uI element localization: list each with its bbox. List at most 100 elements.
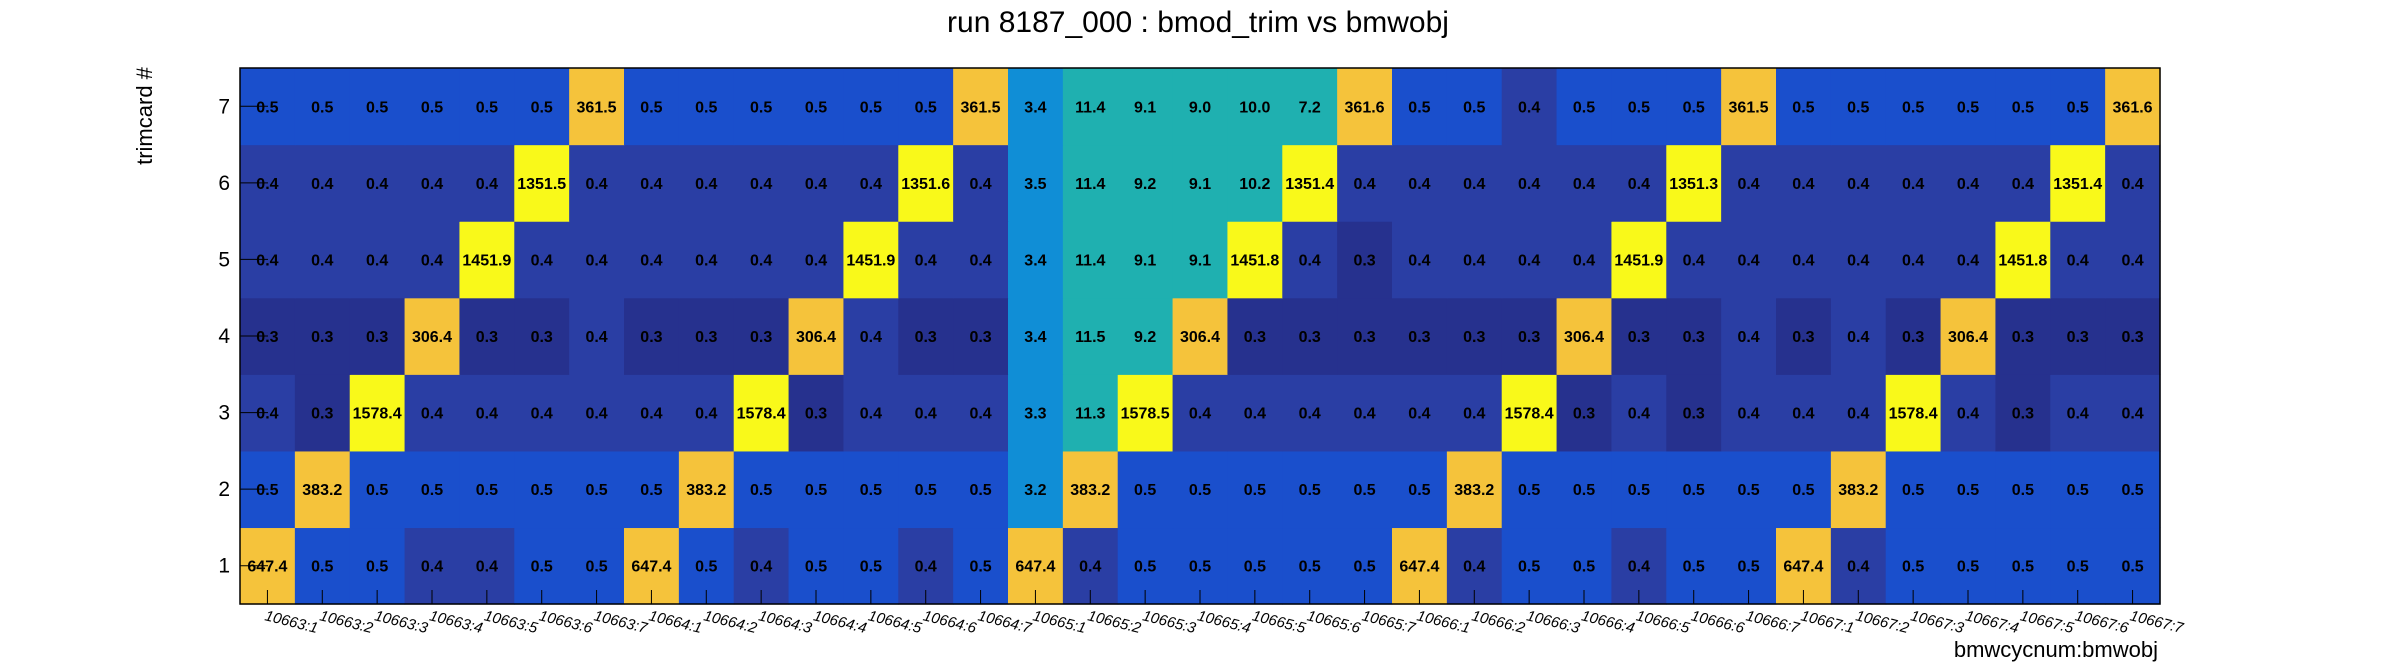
cell-value-label: 10.2 [1239, 176, 1270, 193]
heatmap-cell [2050, 374, 2106, 452]
cell-value-label: 0.4 [1737, 252, 1759, 269]
cell-value-label: 383.2 [1454, 482, 1494, 499]
heatmap-cell [404, 450, 461, 529]
cell-value-label: 3.3 [1024, 406, 1046, 423]
cell-value-label: 647.4 [1399, 559, 1439, 576]
cell-value-label: 0.4 [1463, 559, 1485, 576]
cell-value-label: 0.4 [256, 406, 278, 423]
heatmap-cell [1721, 297, 1777, 375]
cell-value-label: 0.4 [1902, 176, 1924, 193]
heatmap-cell [1995, 297, 2051, 375]
heatmap-cell [349, 374, 406, 452]
cell-value-label: 0.4 [860, 329, 882, 346]
cell-value-label: 647.4 [1783, 559, 1823, 576]
cell-value-label: 0.4 [256, 176, 278, 193]
cell-value-label: 0.5 [969, 482, 991, 499]
cell-value-label: 0.4 [1408, 176, 1430, 193]
cell-value-label: 0.4 [421, 176, 443, 193]
heatmap-cell [349, 68, 406, 146]
cell-value-label: 0.4 [311, 176, 333, 193]
x-tick-label: 10663:1 [263, 607, 320, 637]
heatmap-cell [1282, 450, 1338, 529]
cell-value-label: 0.5 [1628, 482, 1650, 499]
heatmap-cell [404, 297, 461, 375]
cell-value-label: 0.5 [1353, 559, 1375, 576]
cell-value-label: 0.3 [256, 329, 278, 346]
cell-value-label: 3.5 [1024, 176, 1046, 193]
cell-value-label: 0.4 [1737, 176, 1759, 193]
heatmap-cell [349, 297, 406, 375]
heatmap-cell [459, 221, 515, 299]
cell-value-label: 0.4 [585, 252, 607, 269]
cell-value-label: 0.4 [1353, 406, 1375, 423]
x-tick-label: 10664:6 [921, 607, 978, 637]
cell-value-label: 0.3 [805, 406, 827, 423]
cell-value-label: 1451.8 [1998, 252, 2047, 269]
cell-value-label: 0.4 [805, 176, 827, 193]
heatmap-cell [733, 297, 790, 375]
cell-value-label: 306.4 [1564, 329, 1604, 346]
heatmap-cell [1117, 144, 1174, 222]
cell-value-label: 3.2 [1024, 482, 1046, 499]
heatmap-cell [294, 450, 351, 529]
heatmap-cell [1830, 221, 1887, 299]
cell-value-label: 0.4 [1847, 406, 1869, 423]
cell-value-label: 9.1 [1134, 252, 1156, 269]
cell-value-label: 0.5 [2067, 559, 2089, 576]
cell-value-label: 0.4 [1518, 99, 1540, 116]
cell-value-label: 11.5 [1075, 329, 1105, 346]
cell-value-label: 9.1 [1189, 252, 1211, 269]
cell-value-label: 0.5 [1408, 482, 1430, 499]
cell-value-label: 1578.4 [1505, 406, 1554, 423]
cell-value-label: 0.3 [1353, 252, 1375, 269]
heatmap-cell [459, 144, 515, 222]
x-tick-label: 10664:2 [702, 607, 759, 637]
cell-value-label: 0.5 [476, 99, 498, 116]
y-tick-label: 6 [218, 172, 230, 195]
heatmap-cell [733, 68, 790, 146]
cell-value-label: 0.4 [1957, 252, 1979, 269]
cell-value-label: 0.5 [1902, 559, 1924, 576]
heatmap-cell [1062, 221, 1119, 299]
heatmap-cell [514, 374, 570, 452]
cell-value-label: 0.4 [640, 406, 662, 423]
heatmap-cell [569, 144, 625, 222]
heatmap-cell [1008, 68, 1064, 146]
heatmap-cell [1611, 144, 1667, 222]
heatmap-cell [678, 450, 735, 529]
heatmap-cell [1337, 144, 1393, 222]
cell-value-label: 1451.9 [1614, 252, 1663, 269]
cell-value-label: 10.0 [1239, 99, 1270, 116]
cell-value-label: 0.4 [1628, 559, 1650, 576]
cell-value-label: 9.2 [1134, 329, 1156, 346]
cell-value-label: 361.5 [577, 99, 617, 116]
cell-value-label: 0.4 [421, 406, 443, 423]
heatmap-cell [953, 450, 1009, 529]
cell-value-label: 1578.5 [1121, 406, 1170, 423]
heatmap-cell [1556, 297, 1613, 375]
heatmap-cell [1940, 68, 1997, 146]
heatmap-cell [514, 450, 570, 529]
x-tick-label: 10666:3 [1525, 607, 1582, 637]
y-tick-label: 5 [218, 248, 230, 271]
x-tick-label: 10664:5 [866, 607, 923, 637]
cell-value-label: 1351.4 [2053, 176, 2102, 193]
cell-value-label: 0.5 [2012, 482, 2034, 499]
cell-value-label: 0.5 [695, 99, 717, 116]
heatmap-cell [1392, 297, 1448, 375]
cell-value-label: 0.4 [695, 176, 717, 193]
cell-value-label: 9.2 [1134, 176, 1156, 193]
heatmap-cell [843, 297, 899, 375]
x-tick-label: 10667:2 [1854, 607, 1911, 637]
cell-value-label: 3.4 [1024, 252, 1046, 269]
heatmap-cell [1062, 297, 1119, 375]
cell-value-label: 0.4 [640, 176, 662, 193]
heatmap-cell [1501, 450, 1558, 529]
x-tick-label: 10665:5 [1250, 607, 1307, 637]
cell-value-label: 1451.8 [1230, 252, 1279, 269]
heatmap-cell [1172, 144, 1229, 222]
heatmap-cell [1117, 221, 1174, 299]
heatmap-cell [349, 450, 406, 529]
cell-value-label: 0.4 [1847, 559, 1869, 576]
heatmap-cell [1940, 144, 1997, 222]
